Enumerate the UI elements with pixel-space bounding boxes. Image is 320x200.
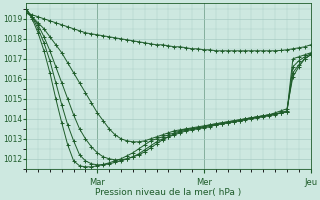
X-axis label: Pression niveau de la mer( hPa ): Pression niveau de la mer( hPa ) (95, 188, 242, 197)
